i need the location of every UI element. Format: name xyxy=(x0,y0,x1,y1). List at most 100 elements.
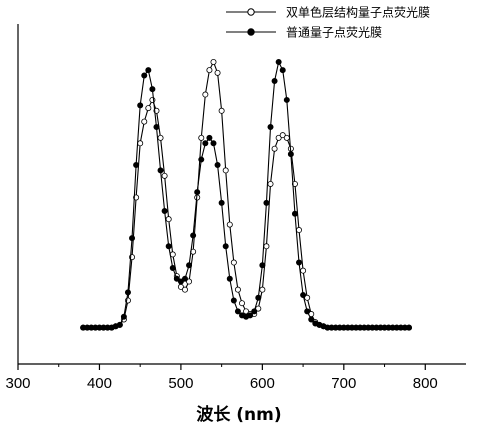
data-point xyxy=(222,243,229,250)
data-point xyxy=(308,316,315,323)
data-point xyxy=(129,235,136,242)
series-line xyxy=(83,60,409,329)
data-point xyxy=(210,59,217,66)
data-point xyxy=(169,264,176,271)
data-point xyxy=(210,140,217,147)
data-point xyxy=(206,67,213,74)
x-tick-label: 500 xyxy=(168,375,193,392)
data-point xyxy=(304,294,311,301)
data-point xyxy=(141,118,148,125)
data-point xyxy=(137,102,144,109)
data-point xyxy=(157,167,164,174)
data-point xyxy=(259,286,266,293)
data-point xyxy=(194,189,201,196)
data-point xyxy=(214,69,221,76)
data-point xyxy=(296,227,303,234)
series-layer xyxy=(80,59,412,331)
data-point xyxy=(120,313,127,320)
data-point xyxy=(255,305,262,312)
data-point xyxy=(137,140,144,147)
x-tick-label: 600 xyxy=(250,375,275,392)
data-point xyxy=(226,275,233,282)
x-ticks: 300 400 500 600 700 800 xyxy=(5,364,438,392)
data-point xyxy=(263,243,270,250)
data-point xyxy=(234,308,241,315)
data-point xyxy=(259,262,266,269)
x-tick-label: 700 xyxy=(331,375,356,392)
data-point xyxy=(161,208,168,215)
data-point xyxy=(263,199,270,206)
legend-marker xyxy=(247,28,255,36)
data-point xyxy=(296,259,303,266)
data-point xyxy=(165,243,172,250)
data-point xyxy=(291,210,298,217)
x-axis-title: 波长 (nm) xyxy=(196,404,281,425)
data-point xyxy=(145,105,152,112)
data-point xyxy=(186,278,193,285)
data-point xyxy=(218,107,225,114)
data-point xyxy=(275,134,282,141)
data-point xyxy=(206,134,213,141)
data-point xyxy=(279,67,286,74)
legend-item: 双单色层结构量子点荧光膜 xyxy=(226,5,430,20)
x-tick-label: 400 xyxy=(87,375,112,392)
data-point xyxy=(124,289,131,296)
plot-area xyxy=(17,24,466,365)
data-point xyxy=(222,167,229,174)
data-point xyxy=(145,67,152,74)
data-point xyxy=(190,232,197,239)
data-point xyxy=(251,308,258,315)
data-point xyxy=(165,216,172,223)
data-point xyxy=(275,59,282,66)
data-point xyxy=(300,292,307,299)
data-point xyxy=(405,324,412,331)
data-point xyxy=(198,156,205,163)
data-point xyxy=(181,286,188,293)
data-point xyxy=(133,161,140,168)
data-point xyxy=(157,134,164,141)
data-point xyxy=(300,267,307,274)
data-point xyxy=(230,259,237,266)
data-point xyxy=(186,262,193,269)
data-point xyxy=(283,134,290,141)
data-point xyxy=(279,132,286,139)
legend-item: 普通量子点荧光膜 xyxy=(226,26,382,40)
series-2 xyxy=(80,59,412,331)
data-point xyxy=(234,286,241,293)
series-1 xyxy=(80,59,412,331)
data-point xyxy=(271,77,278,84)
data-point xyxy=(238,300,245,307)
data-point xyxy=(267,180,274,187)
data-point xyxy=(141,72,148,79)
data-point xyxy=(218,199,225,206)
data-point xyxy=(177,278,184,285)
legend-label: 普通量子点荧光膜 xyxy=(286,26,382,40)
data-point xyxy=(202,140,209,147)
data-point xyxy=(161,172,168,179)
data-point xyxy=(255,294,262,301)
data-point xyxy=(149,86,156,93)
x-tick-label: 800 xyxy=(413,375,438,392)
data-point xyxy=(287,151,294,158)
data-point xyxy=(271,145,278,152)
data-point xyxy=(291,180,298,187)
data-point xyxy=(230,297,237,304)
legend-label: 双单色层结构量子点荧光膜 xyxy=(286,5,430,20)
series-line xyxy=(83,60,409,329)
data-point xyxy=(202,91,209,98)
data-point xyxy=(153,124,160,131)
data-point xyxy=(283,96,290,103)
data-point xyxy=(214,161,221,168)
data-point xyxy=(173,275,180,282)
data-point xyxy=(267,124,274,131)
data-point xyxy=(116,321,123,328)
legend-marker xyxy=(247,8,255,16)
data-point xyxy=(181,275,188,282)
x-tick-label: 300 xyxy=(5,375,30,392)
data-point xyxy=(226,221,233,228)
data-point xyxy=(247,312,254,319)
data-point xyxy=(198,134,205,141)
data-point xyxy=(304,308,311,315)
